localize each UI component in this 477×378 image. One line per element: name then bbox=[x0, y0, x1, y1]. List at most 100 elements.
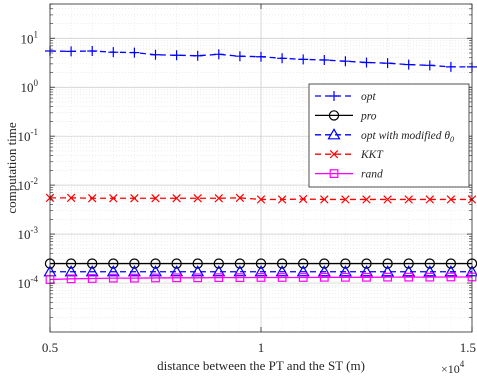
legend-label: pro bbox=[360, 110, 377, 122]
y-tick-base: 10 bbox=[18, 227, 31, 242]
y-tick-exponent: -4 bbox=[31, 274, 39, 284]
data-point-opt-with-modified bbox=[127, 265, 141, 277]
legend-item-rand: rand bbox=[315, 169, 383, 181]
data-point-kkt bbox=[446, 195, 456, 204]
y-tick-exponent: 0 bbox=[34, 78, 39, 88]
data-point-opt bbox=[382, 58, 393, 69]
data-point-opt bbox=[108, 47, 119, 58]
legend-label: opt bbox=[361, 91, 377, 103]
data-point-opt bbox=[319, 54, 330, 65]
data-point-opt bbox=[256, 51, 266, 62]
legend-label: opt with modified θ0 bbox=[361, 130, 454, 144]
data-point-pro bbox=[129, 258, 140, 269]
legend-swatch-marker bbox=[329, 169, 339, 179]
y-axis-label: computation time bbox=[4, 122, 19, 214]
legend-label-text: rand bbox=[361, 169, 383, 181]
data-point-kkt bbox=[235, 193, 245, 203]
data-point-opt-with-modified bbox=[317, 265, 331, 277]
legend-label-text: KKT bbox=[360, 149, 384, 161]
data-point-pro bbox=[108, 258, 119, 269]
y-tick-label: 101 bbox=[21, 29, 39, 46]
series-kkt bbox=[45, 193, 477, 204]
data-point-kkt bbox=[298, 194, 308, 204]
data-point-opt-with-modified bbox=[191, 265, 205, 277]
data-point-rand bbox=[404, 272, 414, 282]
data-point-pro bbox=[255, 258, 267, 269]
data-point-opt-with-modified bbox=[423, 265, 437, 277]
data-point-opt bbox=[129, 47, 140, 58]
data-point-rand bbox=[362, 272, 371, 282]
legend-label-text: opt with modified θ bbox=[361, 130, 450, 142]
data-point-kkt bbox=[214, 194, 224, 203]
data-point-rand bbox=[298, 273, 308, 282]
series-layer bbox=[43, 45, 477, 284]
data-point-rand bbox=[383, 272, 392, 282]
data-point-opt bbox=[213, 49, 224, 60]
data-point-rand bbox=[172, 273, 182, 283]
data-point-opt bbox=[192, 50, 203, 61]
legend-label-text: opt bbox=[361, 91, 377, 103]
data-point-pro bbox=[213, 258, 224, 269]
data-point-opt bbox=[66, 46, 77, 57]
data-point-opt-with-modified bbox=[148, 265, 163, 277]
data-point-kkt bbox=[130, 194, 139, 203]
data-point-opt-with-modified bbox=[106, 265, 120, 277]
data-point-rand bbox=[256, 273, 266, 282]
data-point-rand bbox=[214, 273, 224, 283]
y-tick-exponent: 1 bbox=[34, 29, 39, 39]
data-point-rand bbox=[87, 274, 97, 283]
data-point-rand bbox=[319, 272, 329, 282]
data-point-pro bbox=[403, 258, 414, 269]
data-point-kkt bbox=[172, 194, 181, 203]
data-point-rand bbox=[193, 273, 203, 283]
x-tick-label: 1.5 bbox=[460, 340, 476, 355]
data-point-opt-with-modified bbox=[444, 265, 458, 277]
data-point-opt bbox=[361, 57, 372, 68]
y-tick-base: 10 bbox=[21, 31, 34, 46]
data-point-rand bbox=[235, 273, 245, 283]
data-point-pro bbox=[234, 258, 246, 269]
y-tick-label: 10-3 bbox=[18, 225, 39, 242]
x-multiplier-exponent: 4 bbox=[460, 359, 465, 369]
legend-item-opt: opt bbox=[315, 91, 377, 103]
data-point-kkt bbox=[425, 195, 435, 204]
data-point-pro bbox=[276, 258, 288, 269]
data-point-kkt bbox=[256, 195, 266, 204]
y-tick-label: 10-1 bbox=[18, 127, 39, 144]
data-point-opt-with-modified bbox=[275, 265, 289, 277]
legend-label-text: pro bbox=[360, 110, 377, 122]
y-tick-exponent: -3 bbox=[31, 225, 39, 235]
axis-ticks bbox=[49, 3, 473, 332]
data-point-pro bbox=[86, 258, 98, 269]
data-point-opt-with-modified bbox=[296, 265, 310, 277]
x-axis-multiplier: ×104 bbox=[441, 359, 465, 376]
data-point-opt bbox=[87, 45, 98, 56]
legend-label: rand bbox=[361, 169, 383, 181]
data-point-pro bbox=[65, 258, 77, 269]
data-point-opt-with-modified bbox=[233, 265, 247, 277]
data-point-opt-with-modified bbox=[338, 265, 352, 277]
legend-item-kkt: KKT bbox=[315, 149, 384, 161]
data-point-opt bbox=[277, 53, 288, 64]
data-point-pro bbox=[150, 258, 161, 269]
data-point-opt bbox=[340, 56, 351, 67]
data-point-kkt bbox=[404, 195, 413, 204]
legend: opt pro opt with modified θ0 KKT rand bbox=[308, 83, 470, 188]
data-point-kkt bbox=[66, 193, 76, 203]
data-point-opt bbox=[150, 49, 161, 60]
data-point-rand bbox=[425, 272, 435, 282]
data-point-opt-with-modified bbox=[170, 265, 184, 277]
series-opt-with-modified bbox=[43, 265, 477, 277]
y-tick-label: 100 bbox=[21, 78, 39, 95]
data-point-opt bbox=[171, 50, 182, 61]
y-tick-exponent: -1 bbox=[31, 127, 39, 137]
x-tick-label: 0.5 bbox=[42, 340, 58, 355]
legend-swatch-marker bbox=[327, 128, 341, 140]
data-point-pro bbox=[298, 258, 309, 269]
data-point-kkt bbox=[383, 195, 392, 204]
data-point-pro bbox=[361, 258, 372, 269]
data-point-opt bbox=[424, 60, 435, 71]
data-point-pro bbox=[340, 258, 351, 269]
data-point-kkt bbox=[193, 194, 202, 203]
